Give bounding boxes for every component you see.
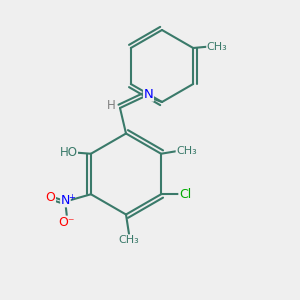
Text: H: H [106, 98, 116, 112]
Text: O⁻: O⁻ [59, 216, 75, 229]
Text: CH₃: CH₃ [176, 146, 197, 156]
Text: CH₃: CH₃ [207, 41, 228, 52]
Text: O: O [46, 191, 56, 204]
Text: N: N [144, 88, 153, 101]
Text: N: N [61, 194, 70, 207]
Text: Cl: Cl [179, 188, 191, 201]
Text: CH₃: CH₃ [118, 235, 140, 245]
Text: +: + [68, 193, 75, 202]
Text: HO: HO [59, 146, 77, 159]
